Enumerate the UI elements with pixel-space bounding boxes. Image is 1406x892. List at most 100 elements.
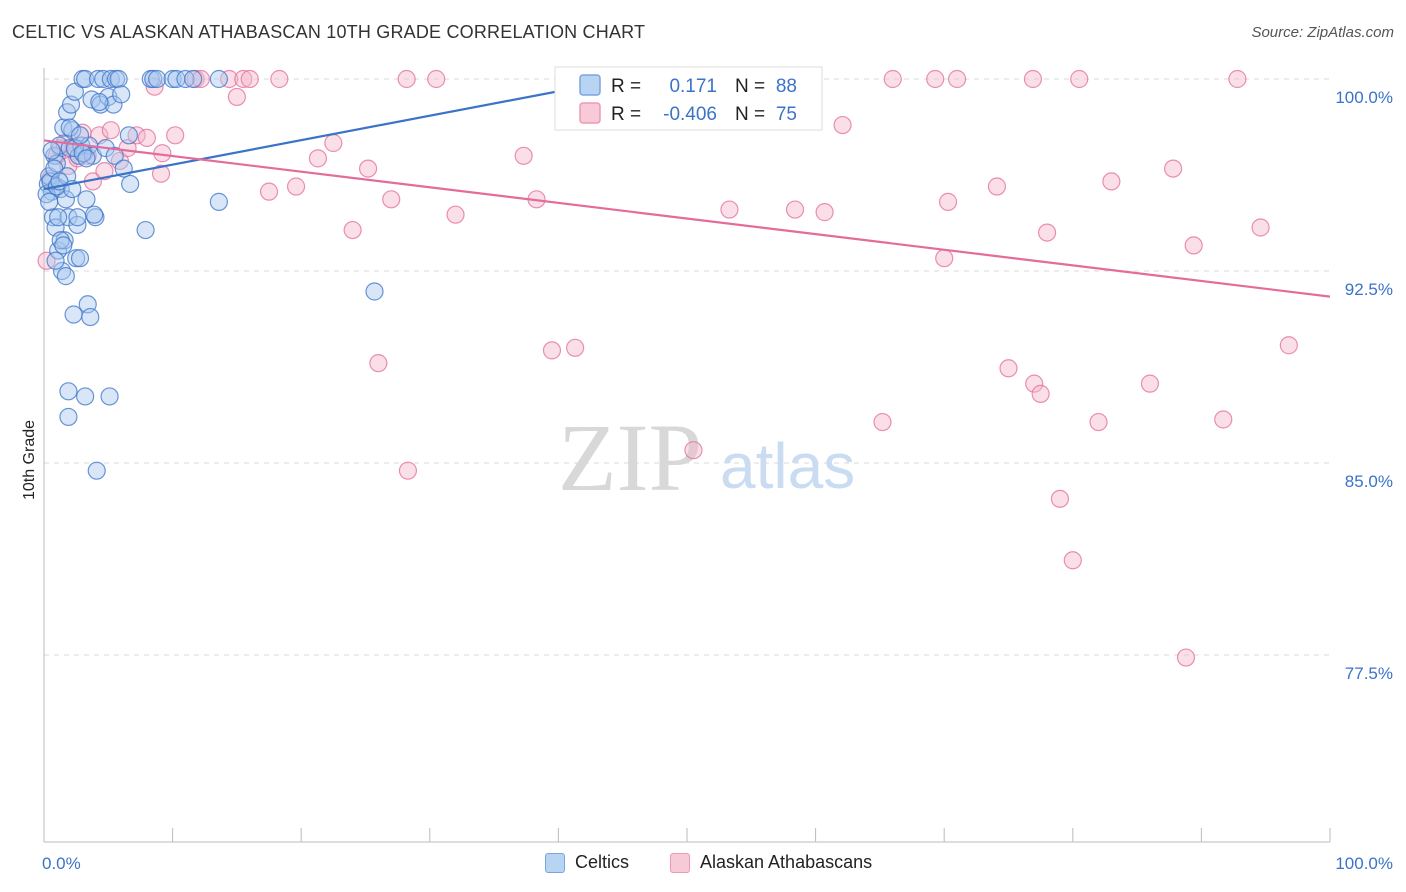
alaskan-athabascans-point	[227, 87, 246, 107]
alaskan-athabascans-point	[1070, 69, 1089, 89]
alaskan-athabascans-point	[270, 69, 289, 89]
gridlines	[44, 78, 1330, 656]
legend-n-label: N =	[735, 76, 765, 97]
alaskan-athabascans-point	[1184, 236, 1203, 255]
celtics-point	[76, 69, 95, 89]
celtics-point	[59, 382, 78, 401]
legend-r-value: -0.406	[663, 104, 717, 125]
y-tick-label: 85.0%	[1345, 472, 1393, 491]
alaskan-athabascans-point	[873, 412, 892, 432]
celtics-point	[40, 192, 59, 211]
alaskan-athabascans-point	[1031, 384, 1050, 403]
celtics-point	[148, 69, 167, 89]
celtics-point	[42, 141, 61, 160]
alaskan-athabascans-point	[833, 115, 852, 135]
legend-r-label: R =	[611, 104, 641, 125]
alaskan-athabascans-point	[815, 203, 834, 222]
celtics-point	[49, 208, 68, 227]
alaskan-athabascans-point	[343, 220, 362, 240]
alaskan-athabascans-point	[259, 182, 279, 201]
celtics-point	[70, 126, 90, 145]
celtics-point	[104, 95, 123, 114]
celtics-point	[68, 208, 87, 227]
celtics-point	[176, 69, 195, 89]
alaskan-athabascans-point	[1025, 374, 1044, 393]
alaskan-athabascans-point	[308, 149, 328, 168]
alaskan-athabascans-point	[1176, 648, 1196, 667]
celtics-point	[101, 69, 120, 89]
axes	[43, 68, 1331, 843]
x-tick-label-max: 100.0%	[1335, 854, 1393, 873]
alaskan-athabascans-point	[137, 128, 156, 147]
celtics-point	[87, 461, 106, 480]
alaskan-athabascans-point	[1228, 69, 1247, 89]
watermark-zip: ZIP	[558, 404, 702, 511]
alaskan-athabascans-point	[947, 69, 967, 89]
celtics-point	[136, 220, 155, 240]
alaskan-athabascans-point	[397, 69, 416, 89]
celtics-trend-line	[43, 77, 623, 191]
legend-swatch	[579, 74, 601, 96]
alaskan-athabascans-point	[220, 69, 239, 89]
celtics-point	[100, 387, 119, 406]
alaskan-athabascans-point	[1251, 218, 1270, 237]
alaskan-athabascans-point	[926, 69, 945, 89]
alaskan-athabascans-point	[514, 146, 533, 165]
alaskan-athabascans-point	[240, 69, 259, 89]
y-tick-label: 100.0%	[1335, 88, 1393, 107]
alaskan-athabascans-point	[1214, 410, 1233, 429]
celtics-point	[209, 192, 228, 211]
alaskan-athabascans-point	[1102, 172, 1121, 191]
celtics-point	[112, 85, 131, 104]
stats-legend: R = 0.171 N = 88 R = -0.406 N = 75	[554, 66, 823, 131]
celtics-point	[81, 307, 100, 327]
alaskan-athabascans-point	[999, 359, 1018, 378]
legend-item-alaskan-athabascans[interactable]: Alaskan Athabascans	[670, 852, 872, 873]
legend-r-label: R =	[611, 76, 641, 97]
celtics-point	[60, 118, 79, 137]
celtics-point	[119, 126, 138, 145]
celtics-swatch	[545, 852, 565, 873]
celtics-point	[68, 215, 87, 235]
celtics-point	[365, 282, 384, 301]
celtics-point	[163, 69, 182, 89]
celtics-point	[85, 205, 104, 224]
alaskan-athabascans-point	[566, 338, 585, 357]
celtics-point	[121, 174, 140, 194]
celtics-point	[109, 69, 128, 89]
legend-n-value: 88	[776, 76, 797, 97]
alaskan-athabascans-point	[938, 192, 958, 211]
celtics-point	[64, 305, 83, 324]
x-tick-label-min: 0.0%	[42, 854, 81, 873]
celtics-point	[94, 69, 113, 89]
legend-r-value: 0.171	[669, 76, 717, 97]
alaskan-athabascans-point	[446, 205, 465, 224]
legend-item-celtics[interactable]: Celtics	[545, 852, 629, 873]
legend-label-alaskan-athabascans: Alaskan Athabascans	[700, 852, 873, 872]
x-tick-labels: 0.0% 100.0%	[42, 854, 1393, 873]
alaskan-athabascans-point	[101, 121, 120, 140]
alaskan-athabascans-point	[684, 441, 703, 460]
alaskan-athabascans-point	[127, 126, 146, 145]
celtics-point	[51, 231, 70, 250]
y-tick-label: 92.5%	[1345, 280, 1393, 299]
alaskan-athabascans-point	[1037, 223, 1057, 242]
celtics-point	[77, 190, 96, 209]
alaskan-athabascans-trend-line	[43, 139, 1331, 298]
alaskan-athabascans-point	[1140, 374, 1160, 393]
y-tick-label: 77.5%	[1345, 664, 1393, 683]
alaskan-athabascans-point	[191, 69, 210, 89]
celtics-point	[77, 149, 96, 168]
alaskan-athabascans-point	[151, 164, 171, 183]
trend-lines	[43, 77, 1331, 298]
alaskan-athabascans-point	[286, 177, 306, 196]
legend-n-label: N =	[735, 104, 765, 125]
alaskan-athabascans-point	[95, 162, 114, 181]
legend-n-value: 75	[776, 104, 797, 125]
bottom-legend: Celtics Alaskan Athabascans	[0, 852, 1406, 878]
watermark-atlas: atlas	[720, 430, 855, 502]
alaskan-athabascans-point	[398, 461, 418, 480]
celtics-point	[209, 69, 228, 89]
alaskan-athabascans-point	[1279, 336, 1298, 355]
